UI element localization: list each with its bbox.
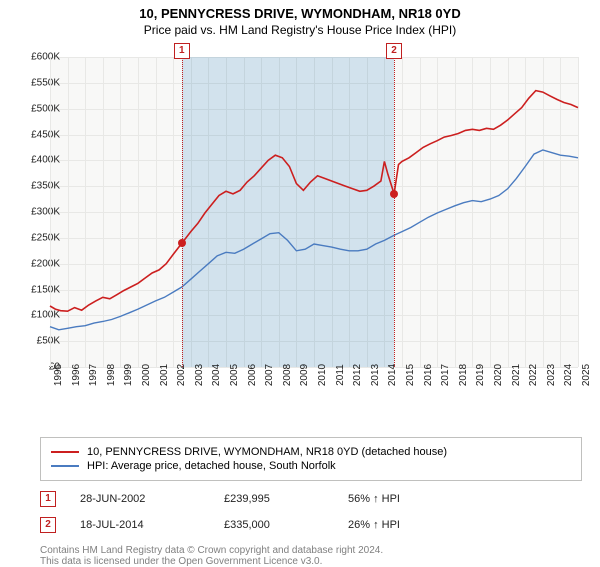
footer-line: This data is licensed under the Open Gov… (40, 556, 600, 567)
sale-num-box: 2 (40, 517, 56, 533)
sale-price: £335,000 (224, 519, 324, 531)
x-axis-label: 2013 (370, 364, 381, 386)
x-axis-label: 2000 (141, 364, 152, 386)
x-axis-label: 1995 (53, 364, 64, 386)
x-axis-label: 2024 (563, 364, 574, 386)
x-axis-label: 2019 (475, 364, 486, 386)
sale-pct: 26% ↑ HPI (348, 519, 400, 531)
legend-label: 10, PENNYCRESS DRIVE, WYMONDHAM, NR18 0Y… (87, 446, 447, 458)
x-axis-label: 2008 (282, 364, 293, 386)
x-axis-label: 1996 (71, 364, 82, 386)
x-axis-label: 2005 (229, 364, 240, 386)
legend-row: 10, PENNYCRESS DRIVE, WYMONDHAM, NR18 0Y… (51, 446, 571, 458)
series-property (50, 91, 578, 312)
x-axis-label: 1998 (106, 364, 117, 386)
x-axis-label: 2004 (211, 364, 222, 386)
x-axis-label: 2009 (299, 364, 310, 386)
sale-dot (390, 190, 398, 198)
marker-box: 2 (386, 43, 402, 59)
sale-num-box: 1 (40, 491, 56, 507)
x-axis-label: 2014 (387, 364, 398, 386)
x-axis-label: 2012 (352, 364, 363, 386)
sale-dot (178, 239, 186, 247)
chart-area: £0£50K£100K£150K£200K£250K£300K£350K£400… (50, 47, 592, 387)
legend-row: HPI: Average price, detached house, Sout… (51, 460, 571, 472)
sale-pct: 56% ↑ HPI (348, 493, 400, 505)
marker-box: 1 (174, 43, 190, 59)
x-axis-label: 2001 (159, 364, 170, 386)
x-axis-label: 2011 (335, 364, 346, 386)
legend-swatch (51, 451, 79, 453)
series-hpi (50, 150, 578, 330)
x-axis-label: 2003 (194, 364, 205, 386)
x-axis-label: 2006 (247, 364, 258, 386)
line-layer (50, 57, 578, 367)
x-axis-label: 2021 (511, 364, 522, 386)
marker-vline (394, 57, 395, 367)
sale-date: 28-JUN-2002 (80, 493, 200, 505)
x-axis-label: 2016 (423, 364, 434, 386)
x-axis-label: 2007 (264, 364, 275, 386)
x-axis-label: 2002 (176, 364, 187, 386)
footer-line: Contains HM Land Registry data © Crown c… (40, 545, 600, 556)
chart-title: 10, PENNYCRESS DRIVE, WYMONDHAM, NR18 0Y… (0, 6, 600, 21)
x-axis-label: 2015 (405, 364, 416, 386)
x-axis-label: 2018 (458, 364, 469, 386)
sale-date: 18-JUL-2014 (80, 519, 200, 531)
sale-row: 1 28-JUN-2002 £239,995 56% ↑ HPI (40, 491, 600, 507)
x-axis-label: 2023 (546, 364, 557, 386)
x-axis-label: 2022 (528, 364, 539, 386)
legend-label: HPI: Average price, detached house, Sout… (87, 460, 336, 472)
x-axis-label: 1999 (123, 364, 134, 386)
x-axis-label: 2017 (440, 364, 451, 386)
x-axis-label: 2010 (317, 364, 328, 386)
x-axis-label: 1997 (88, 364, 99, 386)
sale-row: 2 18-JUL-2014 £335,000 26% ↑ HPI (40, 517, 600, 533)
sale-price: £239,995 (224, 493, 324, 505)
legend-swatch (51, 465, 79, 467)
footer: Contains HM Land Registry data © Crown c… (40, 545, 600, 567)
chart-subtitle: Price paid vs. HM Land Registry's House … (0, 23, 600, 37)
x-axis-label: 2025 (581, 364, 592, 386)
marker-vline (182, 57, 183, 367)
gridline (578, 57, 579, 367)
sales-info: 1 28-JUN-2002 £239,995 56% ↑ HPI 2 18-JUL-201… (0, 491, 600, 533)
x-axis-label: 2020 (493, 364, 504, 386)
legend: 10, PENNYCRESS DRIVE, WYMONDHAM, NR18 0Y… (40, 437, 582, 481)
